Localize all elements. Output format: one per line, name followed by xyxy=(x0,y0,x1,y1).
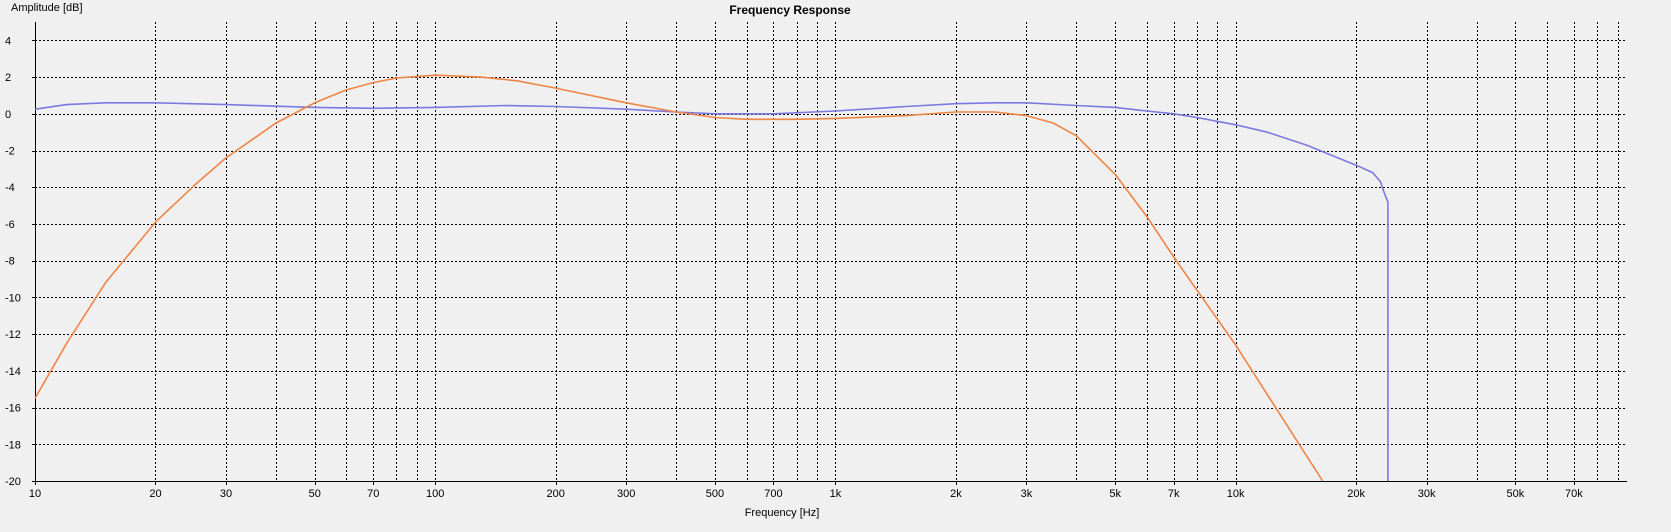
x-tick-label: 30k xyxy=(1418,488,1436,500)
x-tick-label: 700 xyxy=(764,488,782,500)
x-tick-label: 7k xyxy=(1168,488,1180,500)
x-tick-label: 1k xyxy=(830,488,842,500)
y-tick-label: 4 xyxy=(5,35,11,47)
x-tick-label: 5k xyxy=(1109,488,1121,500)
x-tick-label: 200 xyxy=(547,488,565,500)
series-line-2 xyxy=(34,74,1324,482)
x-tick-label: 70k xyxy=(1565,488,1583,500)
x-tick-label: 10 xyxy=(29,488,41,500)
x-tick-label: 100 xyxy=(426,488,444,500)
series-line-1 xyxy=(34,102,1389,481)
y-tick-label: -6 xyxy=(5,219,15,231)
x-axis-title: Frequency [Hz] xyxy=(745,507,820,519)
y-tick-label: -14 xyxy=(5,366,21,378)
x-tick-label: 20 xyxy=(149,488,161,500)
x-tick-label: 50k xyxy=(1507,488,1525,500)
x-tick-label: 30 xyxy=(220,488,232,500)
x-tick-label: 70 xyxy=(367,488,379,500)
y-tick-label: -2 xyxy=(5,146,15,158)
series-layer xyxy=(34,74,1389,482)
y-tick-label: -16 xyxy=(5,403,21,415)
x-tick-label: 50 xyxy=(309,488,321,500)
y-tick-label: -8 xyxy=(5,256,15,268)
grid-layer xyxy=(35,22,1627,482)
x-tick-label: 2k xyxy=(950,488,962,500)
y-tick-label: -20 xyxy=(5,476,21,488)
y-tick-label: -10 xyxy=(5,292,21,304)
x-tick-label: 20k xyxy=(1347,488,1365,500)
axis-layer xyxy=(35,22,1627,482)
chart-title: Frequency Response xyxy=(729,3,851,17)
y-tick-label: 0 xyxy=(5,109,11,121)
y-tick-label: -12 xyxy=(5,329,21,341)
y-axis-title: Amplitude [dB] xyxy=(11,2,83,14)
x-tick-label: 300 xyxy=(617,488,635,500)
y-tick-label: -18 xyxy=(5,439,21,451)
y-tick-label: -4 xyxy=(5,182,15,194)
x-tick-label: 500 xyxy=(706,488,724,500)
x-tick-label: 10k xyxy=(1227,488,1245,500)
x-tick-label: 3k xyxy=(1021,488,1033,500)
y-tick-label: 2 xyxy=(5,72,11,84)
